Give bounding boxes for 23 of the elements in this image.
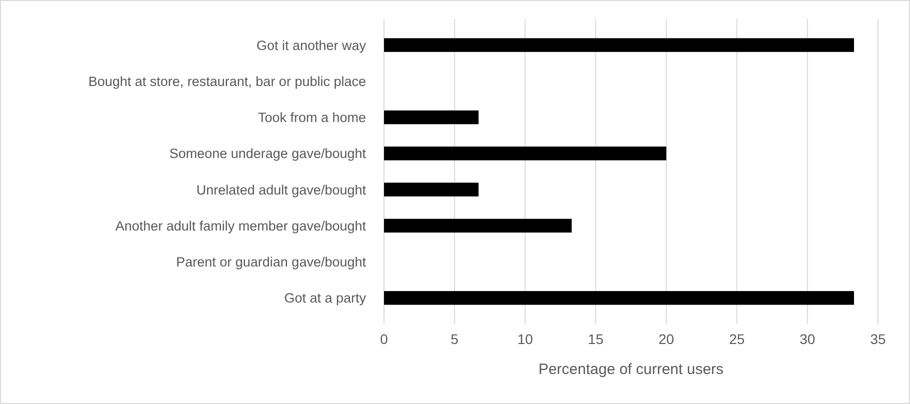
x-tick-label: 5 bbox=[450, 331, 459, 347]
y-tick-label: Bought at store, restaurant, bar or public place bbox=[88, 74, 366, 89]
y-tick-label: Took from a home bbox=[258, 110, 366, 126]
x-tick-label: 30 bbox=[800, 331, 816, 347]
bar bbox=[384, 38, 854, 52]
x-tick-label: 35 bbox=[870, 331, 886, 347]
x-tick-label: 15 bbox=[588, 331, 604, 347]
y-tick-label: Parent or guardian gave/bought bbox=[176, 254, 366, 270]
y-tick-label: Got it another way bbox=[256, 38, 366, 53]
y-tick-label: Unrelated adult gave/bought bbox=[196, 182, 366, 198]
y-tick-label: Got at a party bbox=[284, 290, 366, 306]
y-tick-label: Another adult family member gave/bought bbox=[115, 218, 366, 234]
bar bbox=[384, 110, 479, 124]
bar bbox=[384, 146, 666, 160]
x-tick-label: 0 bbox=[380, 331, 388, 347]
x-tick-label: 20 bbox=[658, 331, 674, 347]
bar bbox=[384, 182, 479, 196]
x-tick-label: 25 bbox=[729, 331, 745, 347]
x-axis-title: Percentage of current users bbox=[538, 361, 724, 378]
bar bbox=[384, 291, 854, 305]
y-tick-label: Someone underage gave/bought bbox=[169, 146, 366, 162]
bar bbox=[384, 218, 572, 233]
x-tick-label: 10 bbox=[517, 331, 534, 347]
